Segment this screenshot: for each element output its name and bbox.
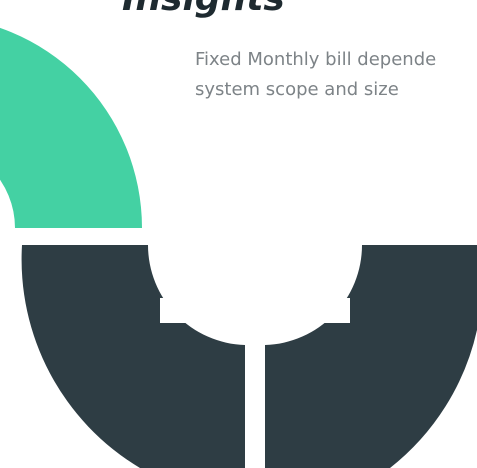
green-quarter-ring [0,27,142,228]
dark-left-segment [21,245,246,468]
description: Fixed Monthly bill depende system scope … [195,45,477,105]
heading: Insights [122,0,285,19]
step-notch-left [160,298,190,323]
description-line: Fixed Monthly bill depende [195,49,437,70]
dark-right-segment [265,245,477,468]
description-line: system scope and size [195,79,399,100]
step-notch-right [320,298,350,323]
